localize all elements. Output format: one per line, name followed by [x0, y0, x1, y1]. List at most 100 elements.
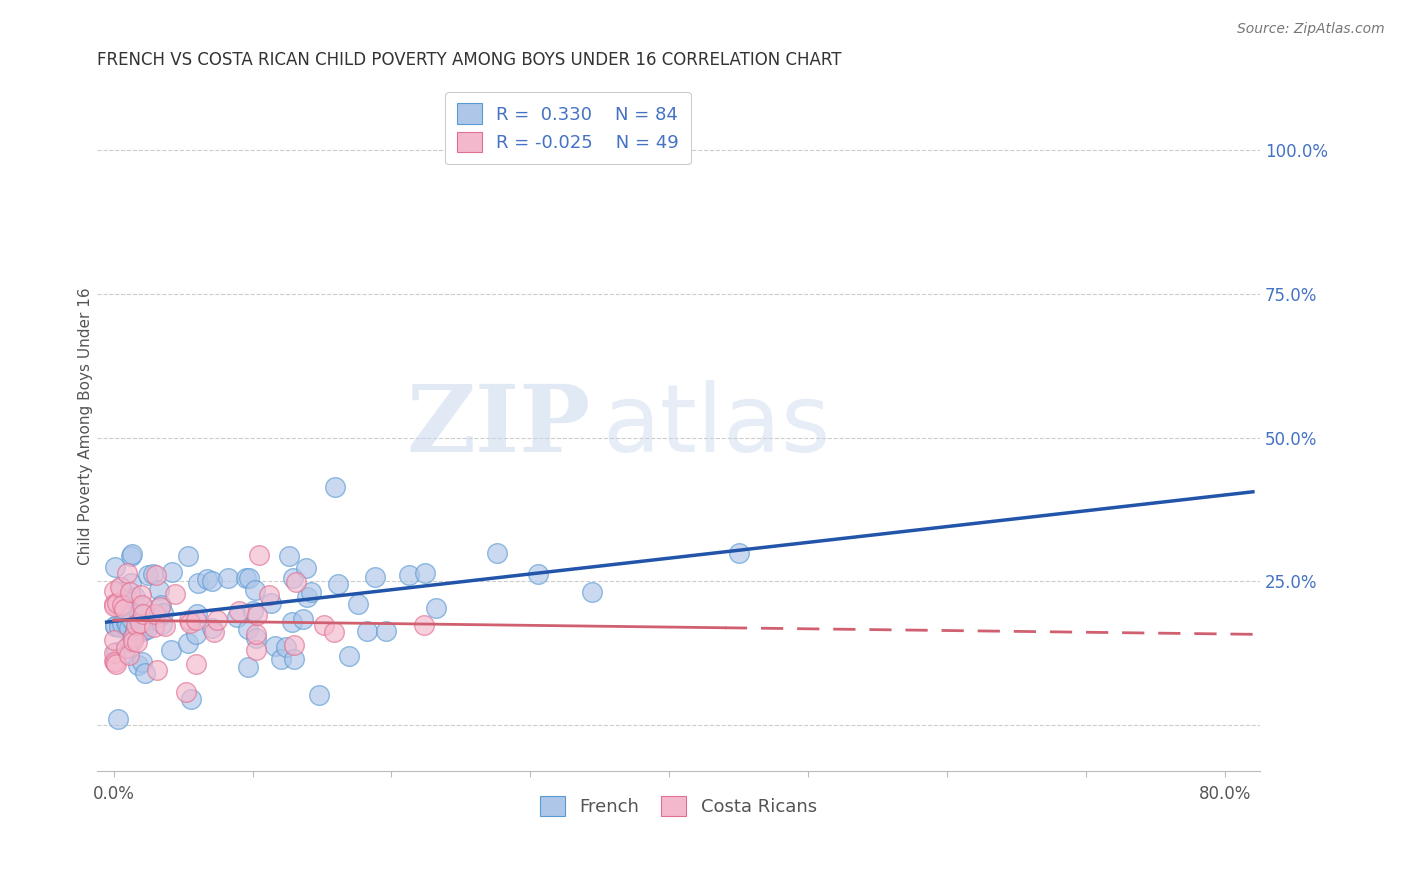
Y-axis label: Child Poverty Among Boys Under 16: Child Poverty Among Boys Under 16: [79, 287, 93, 565]
Point: [121, 613, 143, 627]
Point: [104, 559, 127, 574]
Point: [285, 574, 308, 589]
Point: [143, 620, 166, 634]
Point: [127, 658, 149, 673]
Point: [103, 655, 125, 669]
Point: [280, 615, 302, 629]
Point: [103, 583, 125, 598]
Point: [328, 577, 350, 591]
Point: [104, 645, 127, 659]
Point: [121, 634, 143, 648]
Point: [107, 712, 129, 726]
Point: [152, 606, 174, 620]
Point: [281, 570, 304, 584]
Point: [177, 614, 200, 628]
Point: [176, 685, 198, 699]
Point: [184, 627, 207, 641]
Point: [217, 571, 239, 585]
Point: [413, 618, 436, 632]
Point: [142, 567, 165, 582]
Point: [131, 607, 153, 621]
Point: [118, 621, 141, 635]
Point: [187, 576, 209, 591]
Legend: French, Costa Ricans: French, Costa Ricans: [533, 789, 824, 823]
Point: [526, 566, 548, 581]
Text: Source: ZipAtlas.com: Source: ZipAtlas.com: [1237, 22, 1385, 37]
Text: atlas: atlas: [603, 380, 831, 472]
Point: [128, 616, 150, 631]
Point: [132, 600, 155, 615]
Point: [131, 655, 153, 669]
Point: [145, 568, 167, 582]
Point: [260, 597, 283, 611]
Point: [236, 622, 259, 636]
Point: [177, 549, 200, 564]
Point: [274, 640, 297, 654]
Point: [115, 591, 138, 605]
Point: [121, 632, 143, 646]
Point: [103, 599, 125, 613]
Text: FRENCH VS COSTA RICAN CHILD POVERTY AMONG BOYS UNDER 16 CORRELATION CHART: FRENCH VS COSTA RICAN CHILD POVERTY AMON…: [97, 51, 841, 69]
Point: [128, 606, 150, 620]
Point: [277, 549, 299, 563]
Point: [322, 625, 344, 640]
Point: [120, 634, 142, 648]
Text: ZIP: ZIP: [406, 381, 591, 471]
Point: [292, 613, 315, 627]
Point: [114, 615, 136, 629]
Point: [108, 580, 131, 594]
Point: [120, 549, 142, 563]
Point: [245, 627, 267, 641]
Point: [235, 571, 257, 585]
Point: [153, 619, 176, 633]
Point: [148, 609, 170, 624]
Point: [177, 635, 200, 649]
Point: [132, 624, 155, 638]
Point: [129, 588, 152, 602]
Point: [202, 624, 225, 639]
Point: [146, 663, 169, 677]
Point: [249, 549, 271, 563]
Point: [325, 480, 347, 494]
Point: [115, 617, 138, 632]
Point: [238, 571, 260, 585]
Point: [356, 624, 378, 638]
Point: [283, 638, 305, 652]
Point: [195, 572, 218, 586]
Point: [486, 546, 509, 560]
Point: [581, 585, 603, 599]
Point: [184, 657, 207, 671]
Point: [180, 691, 202, 706]
Point: [337, 649, 360, 664]
Point: [111, 599, 134, 613]
Point: [225, 609, 247, 624]
Point: [308, 688, 330, 702]
Point: [129, 623, 152, 637]
Point: [179, 616, 201, 631]
Point: [111, 617, 134, 632]
Point: [121, 630, 143, 644]
Point: [136, 567, 159, 582]
Point: [115, 566, 138, 581]
Point: [103, 633, 125, 648]
Point: [103, 646, 125, 660]
Point: [110, 580, 132, 594]
Point: [160, 565, 183, 579]
Point: [112, 601, 135, 615]
Point: [120, 576, 142, 591]
Point: [118, 648, 141, 662]
Point: [207, 613, 229, 627]
Point: [299, 585, 322, 599]
Point: [270, 652, 292, 666]
Point: [263, 639, 285, 653]
Point: [120, 584, 142, 599]
Point: [364, 570, 387, 584]
Point: [124, 590, 146, 604]
Point: [246, 607, 269, 622]
Point: [134, 666, 156, 681]
Point: [242, 604, 264, 618]
Point: [186, 607, 208, 621]
Point: [117, 646, 139, 660]
Point: [103, 598, 125, 612]
Point: [103, 654, 125, 668]
